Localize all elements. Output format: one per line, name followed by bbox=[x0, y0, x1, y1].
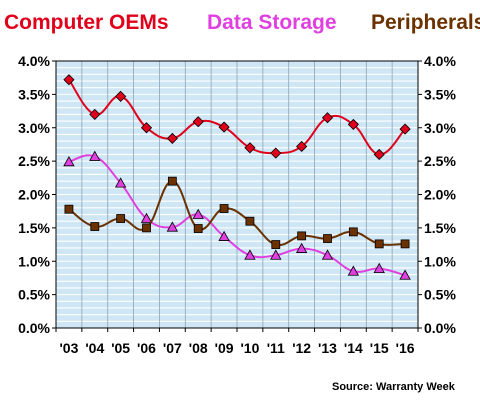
data-point-peripherals bbox=[400, 239, 410, 249]
data-point-data-storage bbox=[347, 265, 360, 276]
axes bbox=[52, 60, 422, 332]
data-point-peripherals bbox=[348, 227, 358, 237]
data-point-peripherals bbox=[193, 224, 203, 233]
data-point-computer-oems bbox=[296, 140, 308, 153]
data-point-computer-oems bbox=[399, 123, 411, 135]
data-point-data-storage bbox=[373, 262, 385, 273]
data-point-computer-oems bbox=[270, 147, 282, 159]
x-tick-label: '12 bbox=[292, 340, 311, 356]
data-point-data-storage bbox=[89, 150, 101, 161]
x-tick-label: '07 bbox=[163, 340, 182, 356]
x-tick-label: '13 bbox=[318, 340, 337, 356]
data-point-peripherals bbox=[142, 223, 151, 233]
y-tick-label-left: 1.5% bbox=[18, 220, 50, 236]
y-tick-label-left: 4.0% bbox=[18, 53, 50, 69]
data-point-data-storage bbox=[321, 249, 334, 260]
data-point-data-storage bbox=[192, 208, 204, 219]
x-tick-label: '11 bbox=[267, 340, 285, 356]
y-tick-label-right: 3.0% bbox=[424, 120, 456, 136]
data-point-peripherals bbox=[245, 216, 255, 226]
data-point-computer-oems bbox=[89, 108, 101, 120]
data-point-data-storage bbox=[114, 177, 127, 188]
data-point-data-storage bbox=[140, 212, 153, 223]
y-tick-label-right: 2.5% bbox=[424, 153, 456, 169]
legend-entry-peripherals: Peripherals bbox=[371, 11, 480, 34]
data-point-peripherals bbox=[219, 204, 229, 213]
data-point-peripherals bbox=[167, 176, 177, 186]
x-tick-label: '04 bbox=[85, 340, 104, 356]
data-point-data-storage bbox=[63, 155, 75, 167]
y-tick-label-left: 0.5% bbox=[18, 287, 50, 303]
data-point-data-storage bbox=[270, 249, 282, 260]
data-point-computer-oems bbox=[115, 90, 127, 102]
tick-labels: 0.0% 0.0% 0.5% 0.5% 1.0% 1.0% 1.5% 1.5% 2.0% 2.0%… bbox=[18, 53, 456, 356]
data-point-computer-oems bbox=[63, 74, 75, 86]
data-point-data-storage bbox=[399, 269, 411, 280]
data-point-data-storage bbox=[166, 221, 179, 232]
gridlines bbox=[56, 61, 418, 328]
y-tick-label-right: 1.5% bbox=[424, 220, 456, 236]
data-point-computer-oems bbox=[192, 116, 204, 128]
y-tick-label-left: 1.0% bbox=[18, 253, 50, 269]
y-tick-label-right: 2.0% bbox=[424, 187, 456, 203]
x-tick-label: '09 bbox=[215, 340, 234, 356]
data-point-peripherals bbox=[271, 240, 281, 249]
series-layer bbox=[63, 74, 411, 280]
x-tick-label: '08 bbox=[189, 340, 208, 356]
y-tick-label-right: 3.5% bbox=[424, 86, 456, 102]
y-tick-label-left: 2.5% bbox=[18, 153, 50, 169]
data-point-peripherals bbox=[90, 222, 100, 231]
data-point-peripherals bbox=[64, 204, 74, 214]
x-tick-label: '14 bbox=[344, 340, 363, 356]
data-point-data-storage bbox=[218, 230, 230, 241]
source-note: Source: Warranty Week bbox=[332, 381, 456, 393]
data-point-computer-oems bbox=[321, 112, 334, 124]
y-tick-label-right: 4.0% bbox=[424, 53, 456, 69]
y-tick-label-left: 3.5% bbox=[18, 86, 50, 102]
data-point-peripherals bbox=[374, 239, 384, 249]
data-point-computer-oems bbox=[218, 121, 230, 133]
x-tick-label: '15 bbox=[370, 340, 389, 356]
data-point-computer-oems bbox=[166, 132, 178, 144]
data-point-data-storage bbox=[295, 242, 308, 253]
y-tick-label-right: 1.0% bbox=[424, 253, 456, 269]
legend-entry-computer-oems: Computer OEMs bbox=[4, 11, 169, 34]
y-tick-label-left: 3.0% bbox=[18, 120, 50, 136]
data-point-computer-oems bbox=[373, 148, 385, 161]
data-point-computer-oems bbox=[244, 142, 256, 154]
x-tick-label: '10 bbox=[240, 340, 259, 356]
chart-legend: Computer OEMs Data Storage Peripherals bbox=[4, 11, 480, 34]
data-point-computer-oems bbox=[140, 122, 153, 134]
y-tick-label-left: 0.0% bbox=[18, 320, 50, 336]
x-tick-label: '16 bbox=[396, 340, 415, 356]
y-tick-label-left: 2.0% bbox=[18, 187, 50, 203]
x-tick-label: '05 bbox=[111, 340, 130, 356]
y-tick-label-right: 0.0% bbox=[424, 320, 456, 336]
data-point-peripherals bbox=[297, 231, 307, 241]
x-tick-label: '03 bbox=[59, 340, 78, 356]
data-point-data-storage bbox=[244, 249, 256, 260]
data-point-peripherals bbox=[323, 234, 332, 243]
x-tick-label: '06 bbox=[137, 340, 156, 356]
y-tick-label-right: 0.5% bbox=[424, 287, 456, 303]
data-point-computer-oems bbox=[347, 118, 359, 130]
legend-entry-data-storage: Data Storage bbox=[207, 11, 337, 34]
data-point-peripherals bbox=[116, 214, 126, 223]
